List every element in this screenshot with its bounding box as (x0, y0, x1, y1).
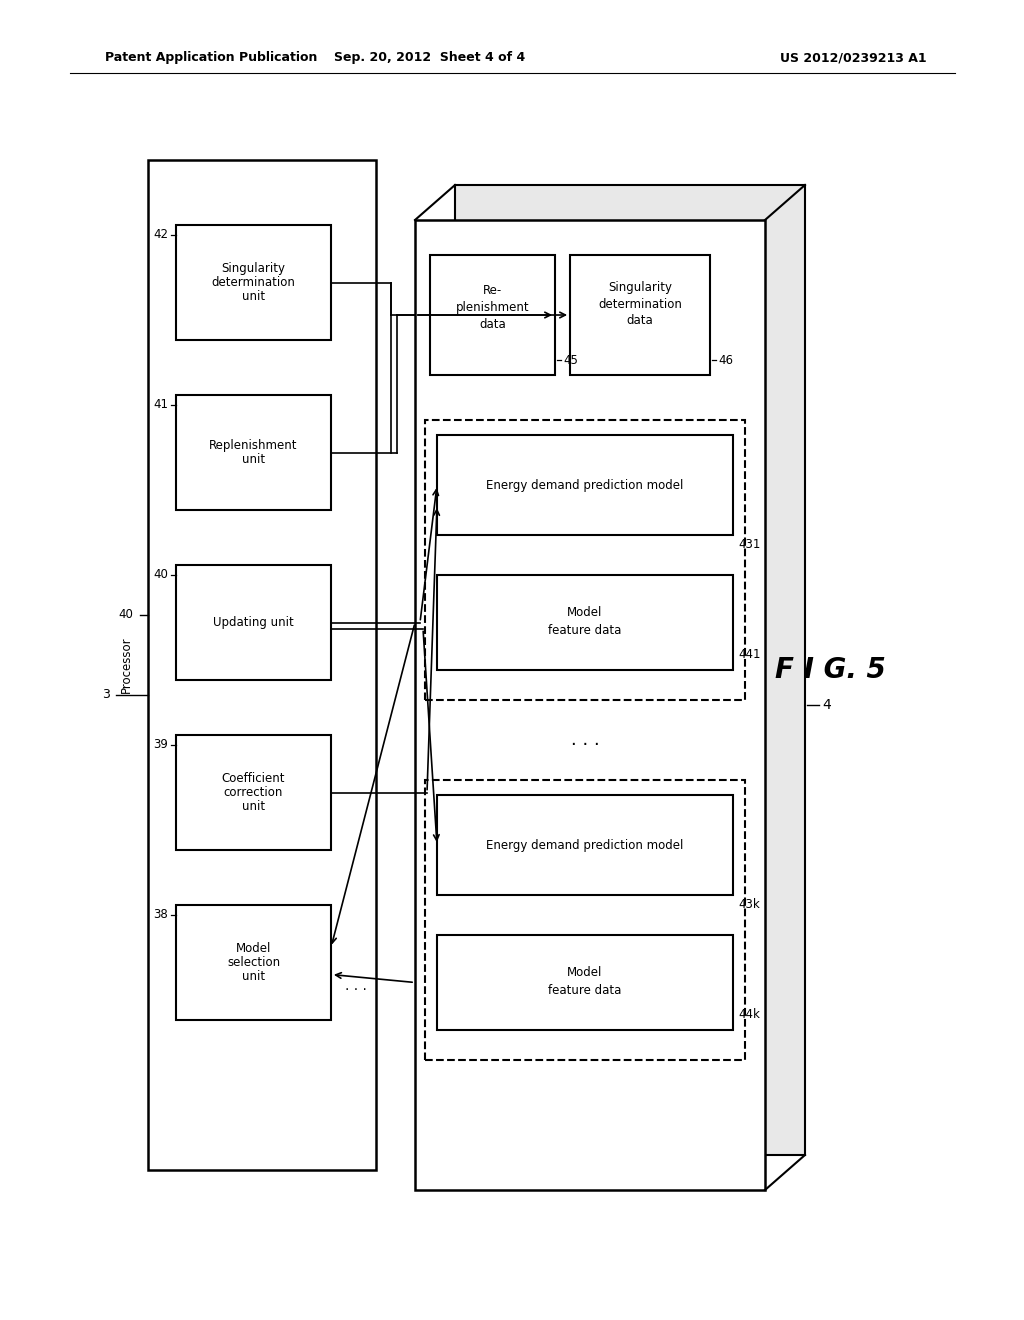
Text: F I G. 5: F I G. 5 (774, 656, 886, 684)
Text: unit: unit (242, 800, 265, 813)
Text: Coefficient: Coefficient (222, 772, 286, 785)
Text: selection: selection (227, 956, 280, 969)
Text: 46: 46 (718, 354, 733, 367)
Text: 43k: 43k (738, 899, 760, 912)
Text: . . .: . . . (570, 731, 599, 748)
Text: US 2012/0239213 A1: US 2012/0239213 A1 (780, 51, 927, 65)
Text: Singularity: Singularity (221, 261, 286, 275)
Text: 45: 45 (563, 354, 578, 367)
Text: Model: Model (567, 606, 603, 619)
Bar (425, 420, 745, 700)
Text: 40: 40 (154, 569, 168, 582)
Text: plenishment: plenishment (456, 301, 529, 314)
Bar (415, 220, 765, 1191)
Bar (430, 255, 555, 375)
Text: data: data (479, 318, 506, 330)
Text: Model: Model (236, 942, 271, 954)
Bar (176, 395, 331, 510)
Text: Singularity: Singularity (608, 281, 672, 293)
Bar (176, 906, 331, 1020)
Text: data: data (627, 314, 653, 327)
Text: Patent Application Publication: Patent Application Publication (105, 51, 317, 65)
Text: 42: 42 (153, 228, 168, 242)
Text: unit: unit (242, 290, 265, 304)
Text: 4: 4 (822, 698, 831, 711)
Text: Re-: Re- (483, 284, 502, 297)
Text: 39: 39 (154, 738, 168, 751)
Bar (425, 780, 745, 1060)
Text: 41: 41 (153, 399, 168, 412)
Text: Sep. 20, 2012  Sheet 4 of 4: Sep. 20, 2012 Sheet 4 of 4 (335, 51, 525, 65)
Text: 441: 441 (738, 648, 761, 661)
Text: Updating unit: Updating unit (213, 616, 294, 630)
Text: 3: 3 (102, 689, 110, 701)
Text: 44k: 44k (738, 1008, 760, 1022)
Bar (437, 576, 733, 671)
Text: unit: unit (242, 970, 265, 983)
Text: Replenishment: Replenishment (209, 440, 298, 451)
Bar (176, 735, 331, 850)
Text: 431: 431 (738, 539, 761, 552)
Bar (437, 935, 733, 1030)
Text: Energy demand prediction model: Energy demand prediction model (486, 838, 684, 851)
Text: determination: determination (212, 276, 296, 289)
Text: 38: 38 (154, 908, 168, 921)
Text: correction: correction (224, 785, 284, 799)
Bar (176, 565, 331, 680)
Text: Model: Model (567, 966, 603, 979)
Bar (437, 436, 733, 535)
Text: Energy demand prediction model: Energy demand prediction model (486, 479, 684, 491)
Bar (148, 160, 376, 1170)
Bar (176, 224, 331, 341)
Text: Processor: Processor (120, 636, 132, 693)
Text: 40: 40 (119, 609, 133, 622)
Text: feature data: feature data (548, 624, 622, 638)
Bar (437, 795, 733, 895)
Bar (455, 185, 805, 1155)
Text: . . .: . . . (345, 979, 367, 993)
Bar (570, 255, 710, 375)
Text: determination: determination (598, 297, 682, 310)
Text: feature data: feature data (548, 985, 622, 998)
Text: unit: unit (242, 453, 265, 466)
